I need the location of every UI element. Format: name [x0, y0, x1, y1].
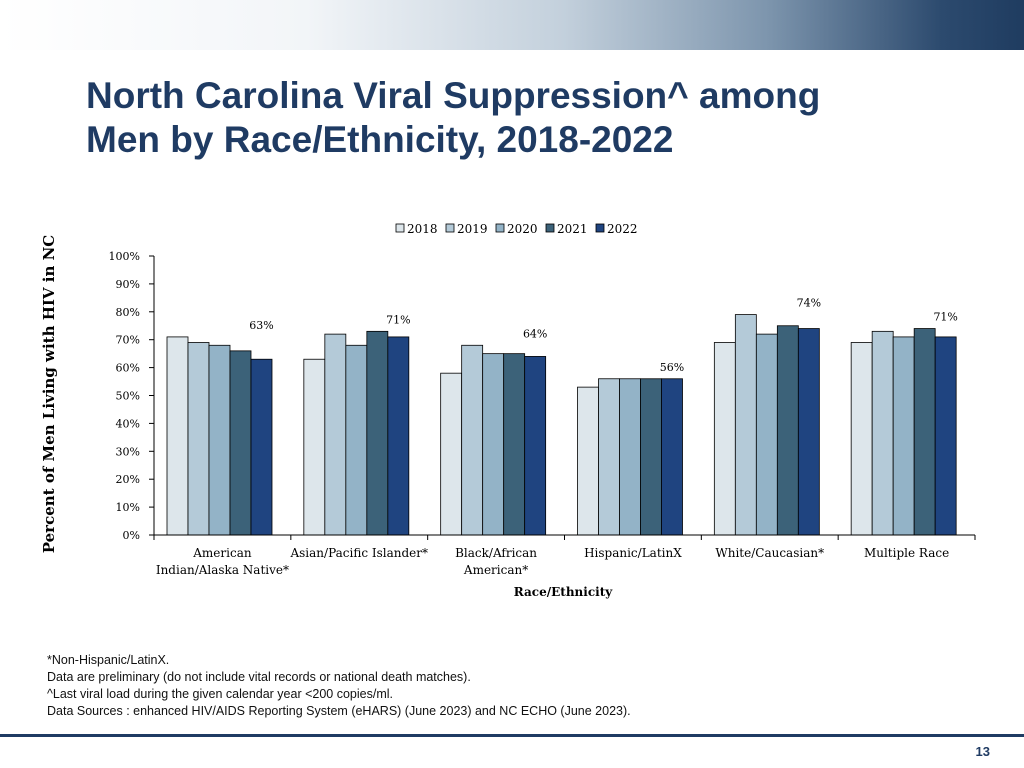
- bar-2019: [324, 333, 347, 536]
- footnotes: *Non-Hispanic/LatinX. Data are prelimina…: [47, 652, 631, 720]
- bar-2020: [345, 344, 368, 536]
- bar-2019: [734, 314, 757, 536]
- x-tick-label: Black/African: [455, 546, 537, 560]
- bar-2022: [797, 328, 820, 536]
- x-tick-label: Hispanic/LatinX: [584, 546, 682, 560]
- legend-swatch: [495, 223, 505, 233]
- y-tick-label: 50%: [116, 390, 140, 403]
- slide-title: North Carolina Viral Suppression^ among …: [86, 74, 946, 162]
- y-tick-label: 40%: [116, 417, 140, 430]
- chart-legend: 2018 2019 2020 2021 2022: [395, 222, 638, 236]
- legend-label: 2018: [407, 222, 438, 236]
- bar-2022: [524, 356, 547, 536]
- y-tick-label: 70%: [116, 334, 140, 347]
- bar-2021: [640, 378, 662, 536]
- bar-2022: [661, 378, 683, 536]
- bar-2020: [755, 333, 778, 536]
- legend-label: 2021: [557, 222, 588, 236]
- bar-2021: [229, 350, 252, 536]
- bar-2020: [208, 344, 231, 536]
- bar-2019: [871, 330, 894, 536]
- bar-2021: [503, 353, 526, 536]
- y-tick-label: 30%: [116, 445, 140, 458]
- y-tick-label: 80%: [116, 306, 140, 319]
- footnote-line: Data are preliminary (do not include vit…: [47, 670, 471, 684]
- bar-2018: [440, 372, 463, 536]
- footer-rule: [0, 734, 1024, 737]
- bar-2018: [713, 342, 736, 536]
- bar-chart: 2018 2019 2020 2021 2022 Percent of Men Livi…: [40, 222, 976, 599]
- bar-2020: [482, 353, 505, 536]
- chart-data-labels: 63% 71% 64% 56% 74% 71%: [249, 297, 958, 374]
- y-tick-label: 100%: [109, 250, 140, 263]
- bar-2021: [776, 325, 799, 536]
- data-label: 56%: [660, 361, 684, 374]
- slide-title-line-2: Men by Race/Ethnicity, 2018-2022: [86, 119, 674, 160]
- footnote-line: Data Sources : enhanced HIV/AIDS Reporti…: [47, 704, 631, 718]
- header-gradient-band: [0, 0, 1024, 50]
- y-axis-ticks: 0% 10% 20% 30% 40% 50% 60% 70% 80% 90% 100%: [109, 250, 154, 542]
- x-axis-title: Race/Ethnicity: [514, 585, 613, 599]
- legend-label: 2022: [607, 222, 638, 236]
- legend-swatch: [445, 223, 455, 233]
- bar-2019: [598, 378, 620, 536]
- legend-label: 2020: [507, 222, 538, 236]
- x-axis-categories: American Indian/Alaska Native*Asian/Pacif…: [156, 546, 949, 577]
- chart-bars: [166, 314, 957, 536]
- data-label: 64%: [523, 327, 547, 340]
- data-label: 71%: [933, 311, 957, 324]
- legend-swatch: [595, 223, 605, 233]
- footnote-line: ^Last viral load during the given calend…: [47, 687, 393, 701]
- data-label: 71%: [386, 313, 410, 326]
- y-axis-title-group: Percent of Men Living with HIV in NC: [40, 235, 58, 554]
- x-tick-label: Multiple Race: [864, 546, 949, 560]
- y-tick-label: 90%: [116, 278, 140, 291]
- bar-2021: [366, 330, 389, 536]
- bar-2018: [166, 336, 189, 536]
- bar-2019: [187, 342, 210, 536]
- bar-2022: [387, 336, 410, 536]
- bar-2018: [850, 342, 873, 536]
- y-tick-label: 10%: [116, 501, 140, 514]
- legend-swatch: [545, 223, 555, 233]
- footnote-line: *Non-Hispanic/LatinX.: [47, 653, 170, 667]
- bar-2020: [619, 378, 641, 536]
- page-number: 13: [975, 744, 990, 759]
- legend-swatch: [395, 223, 405, 233]
- data-label: 74%: [797, 297, 821, 310]
- bar-2020: [892, 336, 915, 536]
- x-tick-label: White/Caucasian*: [715, 546, 824, 560]
- x-tick-label: Asian/Pacific Islander*: [289, 546, 428, 560]
- bar-2019: [461, 344, 484, 536]
- y-axis-title: Percent of Men Living with HIV in NC: [40, 235, 58, 554]
- bar-2018: [577, 386, 599, 536]
- y-tick-label: 0%: [123, 529, 140, 542]
- bar-2021: [913, 328, 936, 536]
- x-tick-label: Indian/Alaska Native*: [156, 563, 289, 577]
- bar-2022: [250, 358, 273, 536]
- x-tick-label: American: [192, 546, 252, 560]
- bar-2022: [934, 336, 957, 536]
- legend-label: 2019: [457, 222, 488, 236]
- bar-2018: [303, 358, 326, 536]
- x-tick-label: American*: [463, 563, 528, 577]
- chart-axes: [153, 256, 976, 540]
- y-tick-label: 20%: [116, 473, 140, 486]
- data-label: 63%: [249, 319, 273, 332]
- slide-title-line-1: North Carolina Viral Suppression^ among: [86, 75, 821, 116]
- y-tick-label: 60%: [116, 362, 140, 375]
